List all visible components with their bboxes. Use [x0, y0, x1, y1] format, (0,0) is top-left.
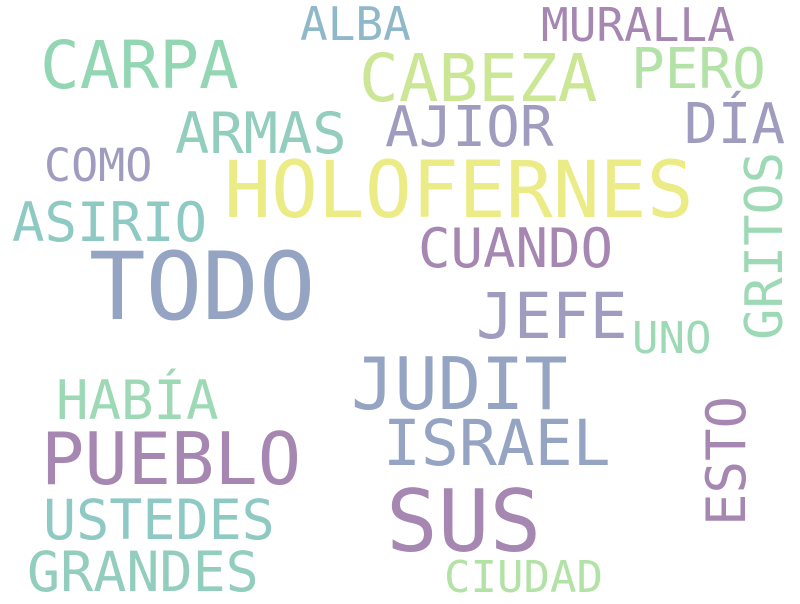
- word-muralla: MURALLA: [541, 0, 735, 52]
- word-como: COMO: [44, 139, 153, 192]
- word-todo: TODO: [89, 233, 316, 342]
- word-grandes: GRANDES: [27, 540, 259, 604]
- word-esto: ESTO: [695, 396, 758, 527]
- word-israel: ISRAEL: [383, 407, 611, 480]
- word-judit: JUDIT: [351, 342, 568, 426]
- word-carpa: CARPA: [40, 27, 239, 104]
- word-armas: ARMAS: [175, 101, 347, 167]
- word-holofernes: HOLOFERNES: [224, 146, 694, 236]
- word-cabeza: CABEZA: [359, 40, 598, 117]
- word-pero: PERO: [631, 37, 766, 102]
- word-dia: DÍA: [684, 92, 786, 157]
- word-uno: UNO: [632, 313, 712, 364]
- word-ustedes: USTEDES: [43, 488, 275, 552]
- word-asirio: ASIRIO: [12, 191, 208, 254]
- word-alba: ALBA: [300, 0, 411, 51]
- word-ciudad: CIUDAD: [444, 552, 603, 603]
- word-cuando: CUANDO: [418, 217, 614, 280]
- word-pueblo: PUEBLO: [41, 417, 302, 501]
- word-ajior: AJIOR: [385, 95, 554, 160]
- word-habia: HABÍA: [56, 369, 219, 432]
- word-gritos: GRITOS: [735, 152, 795, 340]
- word-jefe: JEFE: [476, 280, 628, 353]
- word-sus: SUS: [386, 472, 542, 572]
